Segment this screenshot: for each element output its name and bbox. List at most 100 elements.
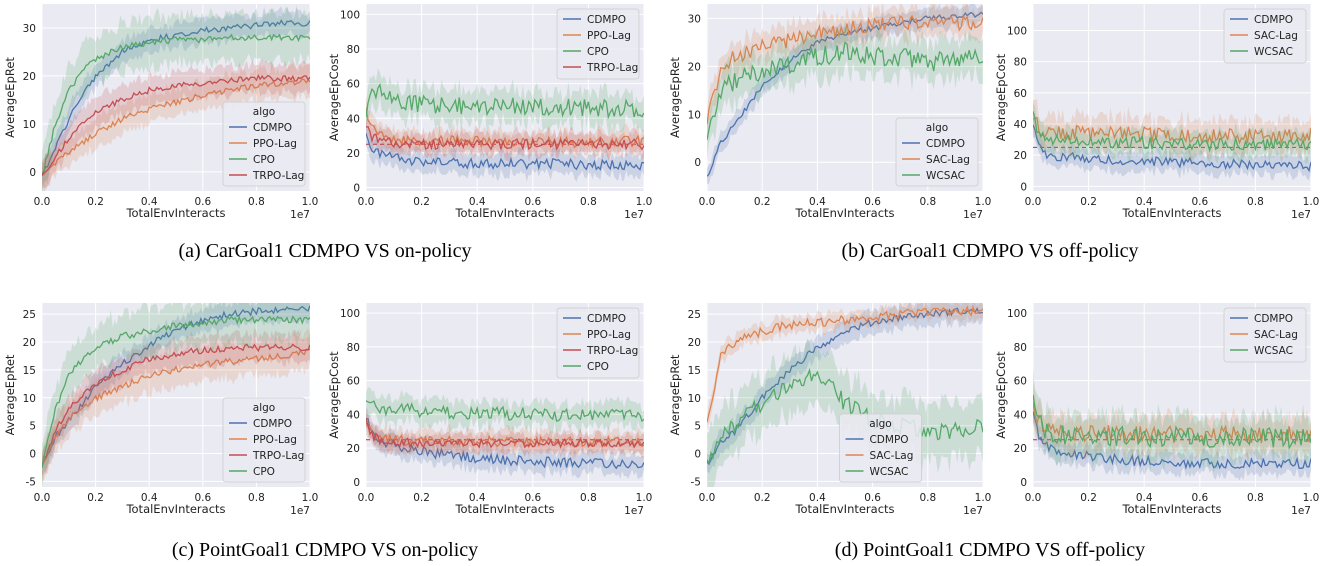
x-tick-label: 0.6 [1191,196,1208,208]
y-tick-label: 30 [688,13,701,25]
legend-entry: SAC-Lag [926,154,970,166]
series-line-sac-lag [707,304,983,423]
x-tick-label: 0.2 [413,196,430,208]
legend-box [1223,307,1307,363]
x-tick-label: 0.4 [469,196,486,208]
x-axis-label: TotalEnvInteracts [794,206,894,220]
x-tick-label: 0.6 [864,196,881,208]
y-axis-label: AverageEpRet [3,354,17,435]
x-axis-label: TotalEnvInteracts [454,502,554,516]
legend-entry: SAC-Lag [1254,329,1298,341]
y-tick-label: 10 [23,393,36,405]
x-axis-label: TotalEnvInteracts [794,502,894,516]
series-band-trpo-lag [42,327,310,482]
y-tick-label: 80 [1014,57,1027,69]
x-tick-label: 1.0 [975,196,992,208]
x-tick-label: 0.4 [809,492,826,504]
legend-entry: CPO [587,46,609,58]
series-line-trpo-lag [42,343,310,468]
x-tick-label: 0.8 [1247,196,1264,208]
y-tick-label: 0 [694,157,701,169]
legend: CDMPO SAC-Lag WCSAC [1223,307,1307,363]
x-axis-label: TotalEnvInteracts [125,502,225,516]
y-tick-label: 20 [1014,443,1027,455]
y-tick-label: 5 [29,421,36,433]
y-tick-label: 30 [23,23,36,35]
x-tick-label: 0.6 [864,492,881,504]
series-line-sac-lag [707,14,983,125]
legend-box [556,307,640,379]
caption-a: (a) CarGoal1 CDMPO VS on-policy [179,240,472,262]
chart-a-ret: 0.0 0.2 0.4 0.6 0.8 1.0 0 10 20 30 TotalEnvInterac… [3,4,318,221]
x-offset-text: 1e7 [963,505,983,517]
caption-c: (c) PointGoal1 CDMPO VS on-policy [172,539,478,561]
x-tick-label: 0.0 [1025,196,1042,208]
y-tick-label: 10 [23,119,36,131]
series-layer [707,4,983,185]
series-line-cpo [42,314,310,468]
legend-entry: WCSAC [1254,46,1293,58]
x-tick-label: 0.8 [919,492,936,504]
x-tick-label: 0.4 [141,492,158,504]
x-tick-label: 0.4 [809,196,826,208]
x-tick-label: 0.2 [754,492,771,504]
x-tick-label: 0.0 [34,492,51,504]
y-tick-label: 0 [694,449,701,461]
legend-entry: CPO [587,361,609,373]
y-axis-label: AverageEpCost [994,351,1008,439]
series-line-wcsac [1033,394,1311,451]
x-offset-text: 1e7 [624,505,644,517]
x-tick-label: 0.0 [358,196,375,208]
legend: algo CDMPO SAC-Lag WCSAC [895,117,979,187]
series-line-cdmpo [366,417,644,470]
series-line-cdmpo [1033,411,1311,470]
x-axis-label: TotalEnvInteracts [454,206,554,220]
chart-b-cost: 0.0 0.2 0.4 0.6 0.8 1.0 0 20 40 60 80 100 TotalEnvIn… [994,4,1319,221]
caption-d: (d) PointGoal1 CDMPO VS off-policy [835,539,1145,561]
y-tick-label: 0 [1020,181,1027,193]
legend-entry: CDMPO [869,434,908,446]
series-layer [42,303,310,487]
x-offset-text: 1e7 [1291,209,1311,221]
series-line-cdmpo [366,133,644,171]
x-tick-label: 1.0 [302,492,319,504]
y-tick-label: 0 [1020,477,1027,489]
series-band-sac-lag [1033,381,1311,464]
series-band-trpo-lag [366,118,644,162]
legend-entry: CDMPO [926,138,965,150]
y-tick-label: 60 [347,376,360,388]
x-offset-text: 1e7 [290,505,310,517]
x-tick-label: 0.2 [413,492,430,504]
x-tick-label: 0.0 [34,196,51,208]
chart-c-ret: 0.0 0.2 0.4 0.6 0.8 1.0 -5 0 5 10 15 20 25 TotalEnvIn… [3,303,319,517]
legend-entry: CDMPO [587,14,626,26]
legend: CDMPO PPO-Lag TRPO-Lag CPO [556,307,640,379]
series-band-cpo [366,387,644,434]
legend-entry: PPO-Lag [587,30,631,42]
legend-entry: CPO [253,466,275,478]
y-tick-label: 20 [23,337,36,349]
series-line-cpo [42,33,310,176]
x-tick-label: 1.0 [975,492,992,504]
x-tick-label: 1.0 [1303,196,1320,208]
x-axis-label: TotalEnvInteracts [125,206,225,220]
x-tick-label: 0.6 [524,492,541,504]
x-tick-label: 0.2 [754,196,771,208]
legend: algo CDMPO PPO-Lag CPO TRPO-Lag [222,101,306,187]
x-tick-label: 0.4 [1136,196,1153,208]
legend-entry: PPO-Lag [253,138,297,150]
y-tick-label: 0 [353,183,360,195]
x-tick-label: 0.2 [87,196,104,208]
y-tick-label: 100 [340,9,360,21]
series-band-cpo [42,303,310,487]
legend-entry: CPO [253,154,275,166]
series-line-ppo-lag [366,108,644,149]
series-band-ppo-lag [42,328,310,483]
y-axis-label: AverageEpCost [327,351,341,439]
y-tick-label: 60 [1014,88,1027,100]
y-tick-label: 20 [347,148,360,160]
legend-entry: WCSAC [1254,345,1293,357]
x-tick-label: 1.0 [636,492,653,504]
legend-entry: TRPO-Lag [586,62,638,74]
series-band-cpo [366,68,644,136]
